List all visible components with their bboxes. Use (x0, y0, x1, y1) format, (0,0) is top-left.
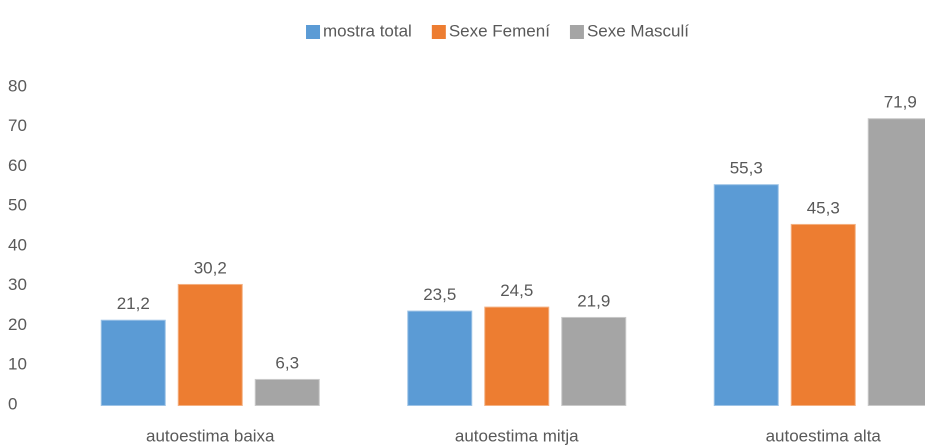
bar (177, 283, 243, 406)
bar (713, 184, 779, 406)
y-tick-label: 60 (8, 156, 27, 175)
data-label: 21,9 (577, 291, 610, 310)
y-tick-label: 20 (8, 315, 27, 334)
data-label: 24,5 (500, 281, 533, 300)
data-label: 30,2 (194, 258, 227, 277)
legend-swatch (431, 25, 446, 39)
legend-label: Sexe Femení (449, 21, 550, 40)
legend-label: Sexe Masculí (587, 21, 689, 40)
bar (561, 316, 627, 407)
x-tick-label: autoestima alta (766, 426, 882, 445)
legend-label: mostra total (323, 21, 412, 40)
x-tick-label: autoestima mitja (455, 426, 579, 445)
bar (484, 306, 550, 406)
data-label: 71,9 (884, 93, 917, 112)
data-label: 45,3 (807, 198, 840, 217)
bar (790, 223, 856, 406)
y-tick-label: 70 (8, 116, 27, 135)
x-tick-label: autoestima baixa (146, 426, 275, 445)
bar (407, 310, 473, 406)
y-tick-label: 0 (8, 394, 17, 413)
y-tick-label: 80 (8, 76, 27, 95)
bar (254, 378, 320, 406)
y-tick-label: 30 (8, 275, 27, 294)
y-tick-label: 50 (8, 196, 27, 215)
bar (867, 118, 925, 406)
legend-swatch (569, 25, 584, 39)
data-label: 55,3 (730, 159, 763, 178)
legend-swatch (306, 25, 321, 39)
y-tick-label: 40 (8, 235, 27, 254)
data-label: 6,3 (275, 353, 299, 372)
y-tick-label: 10 (8, 355, 27, 374)
data-label: 23,5 (423, 285, 456, 304)
bar (100, 319, 166, 407)
data-label: 21,2 (117, 294, 150, 313)
